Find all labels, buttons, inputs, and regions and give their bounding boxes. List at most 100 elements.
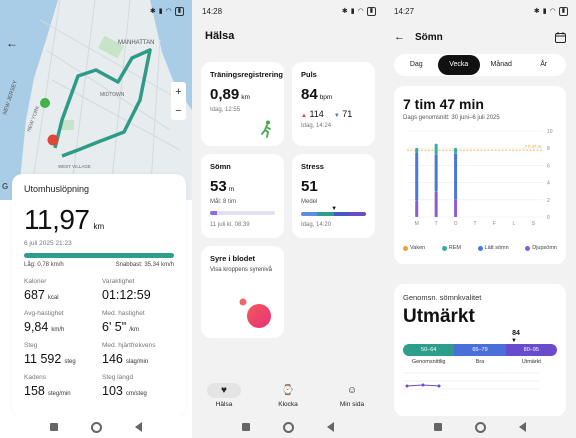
x-tick-label: M [415,221,419,227]
segment-ar[interactable]: År [540,61,548,68]
y-tick-label: 10 [547,129,553,135]
legend-dot [441,245,447,251]
quality-bands: 50–64 65–79 80–95 [403,344,557,356]
stat-item: Steg 11 592 steg [24,342,96,366]
card-title: Stress [301,162,324,171]
fastest-speed: Snabbast: 35,34 km/h [115,262,174,268]
wifi-icon: ◠ [357,8,364,15]
training-unit: km [241,94,250,101]
bar-segment [434,145,438,155]
tab-label: Min sida [339,400,365,408]
legend-label: Lätt sömn [484,245,509,251]
sleep-progress-bar [210,211,275,215]
stat-unit: km/h [51,327,65,333]
zoom-in-button[interactable]: + [175,85,182,98]
recents-button[interactable] [242,423,251,431]
x-tick-label: S [532,221,536,227]
stat-item: Kalorier 687 kcal [24,278,96,302]
quality-title: Genomsn. sömnkvalitet [403,293,482,302]
stress-time: Idag, 14:20 [301,222,332,228]
calendar-icon[interactable] [555,31,566,43]
arrow-up-icon: ▲ [301,113,307,119]
sleep-subtitle: Dags genomsnitt: 30 juni–6 juli 2025 [403,115,500,121]
status-icons: ✱ ▮ ◠ ▮ [150,6,184,16]
stat-label: Kadens [24,374,47,381]
signal-icon: ▮ [158,8,163,15]
bar-segment [454,153,458,200]
stat-item: Avg-hastighet 9,84 km/h [24,310,96,334]
segment-vecka[interactable]: Vecka [437,55,480,75]
stat-value: 146 [102,352,123,366]
stat-unit: /km [129,327,139,333]
route-map[interactable]: MANHATTAN NEW JERSEY MIDTOWN NEW YORK WE… [0,0,192,200]
back-arrow-icon[interactable]: ← [394,31,405,43]
recents-button[interactable] [434,423,443,431]
signal-icon: ▮ [350,8,355,15]
stat-label: Avg-hastighet [24,310,64,317]
stat-item: Med. hastighet 6' 5"/km [102,310,174,334]
band-excellent: 80–95 [505,344,557,356]
end-marker [47,134,59,146]
zoom-out-button[interactable]: − [175,104,182,117]
status-bar: 14:28 ✱ ▮ ◠ ▮ [192,0,384,22]
tab-min-sida[interactable]: ☺ Min sida [328,383,376,408]
legend-label: Djupsömn [532,245,557,251]
legend-item: Lätt sömn [477,245,509,251]
recents-button[interactable] [50,423,59,431]
home-button[interactable] [282,421,294,433]
quality-trend-preview [403,372,539,390]
running-person-icon [261,120,271,138]
map-canvas: MANHATTAN NEW JERSEY MIDTOWN NEW YORK WE… [0,0,192,200]
band-label: Bra [475,359,485,365]
bar-segment [454,199,458,217]
sleep-progress-fill [210,211,218,215]
slowest-speed: Låg: 0,78 km/h [24,262,64,268]
google-logo: G [2,182,9,191]
wifi-icon: ◠ [165,8,172,15]
battery-icon: ▮ [558,6,568,16]
bar-segment [454,149,458,154]
stat-unit: steg [64,359,76,365]
pulse-card[interactable]: Puls 84 bpm ▲ 114 ▼ 71 Idag, 14:24 [292,62,375,146]
stress-card[interactable]: Stress 51 Medel ▼ Idag, 14:20 [292,154,375,238]
heart-icon: ♥ [207,382,241,398]
legend-dot [477,245,483,251]
chart-legend: Vaken REM Lätt sömn Djupsömn [403,245,557,251]
sleep-bar-chart: 0 2 4 6 8 10 7 h 47 m M T O T F L S [407,129,553,227]
bar-segment [415,152,419,201]
distance-unit: km [93,222,105,231]
blood-oxygen-card[interactable]: Syre i blodet Visa kroppens syrenivå [201,246,284,338]
stat-label: Steg [24,342,38,349]
back-button[interactable] [134,422,142,432]
stat-unit: steg/min [47,391,71,397]
tab-klocka[interactable]: ⌚ Klocka [264,383,312,408]
stat-unit: kcal [47,295,59,301]
tab-halsa[interactable]: ♥ Hälsa [200,382,248,408]
pulse-high: 114 [309,109,324,119]
status-time: 14:28 [202,6,223,16]
zoom-controls: + − [171,82,186,120]
activity-title: Utomhuslöpning [24,184,90,194]
training-card[interactable]: Träningsregistrering 0,89 km Idag, 12:55 [201,62,284,146]
back-button[interactable] [326,422,334,432]
stress-level: Medel [301,199,318,205]
quality-scale: 84 ▼ 50–64 65–79 80–95 [403,330,557,358]
stat-label: Kalorier [24,278,47,285]
bar-cap [415,147,419,151]
segment-dag[interactable]: Dag [409,61,423,68]
sleep-value: 53 [210,178,227,195]
back-arrow-icon[interactable]: ← [6,36,18,50]
segment-manad[interactable]: Månad [490,61,512,68]
home-button[interactable] [474,421,486,433]
back-button[interactable] [518,422,526,432]
arrow-down-icon: ▼ [333,113,340,119]
bar-cap [454,147,458,151]
bluetooth-icon: ✱ [533,8,540,15]
stat-value: 687 [24,288,45,302]
y-tick-label: 2 [547,198,550,204]
band-label: Utmärkt [521,359,541,365]
oxygen-desc: Visa kroppens syrenivå [210,267,272,273]
home-button[interactable] [90,421,102,433]
sleep-card[interactable]: Sömn 53 m Mål: 8 tim 11 juli kl. 08:39 [201,154,284,238]
map-label: MANHATTAN [118,40,154,46]
